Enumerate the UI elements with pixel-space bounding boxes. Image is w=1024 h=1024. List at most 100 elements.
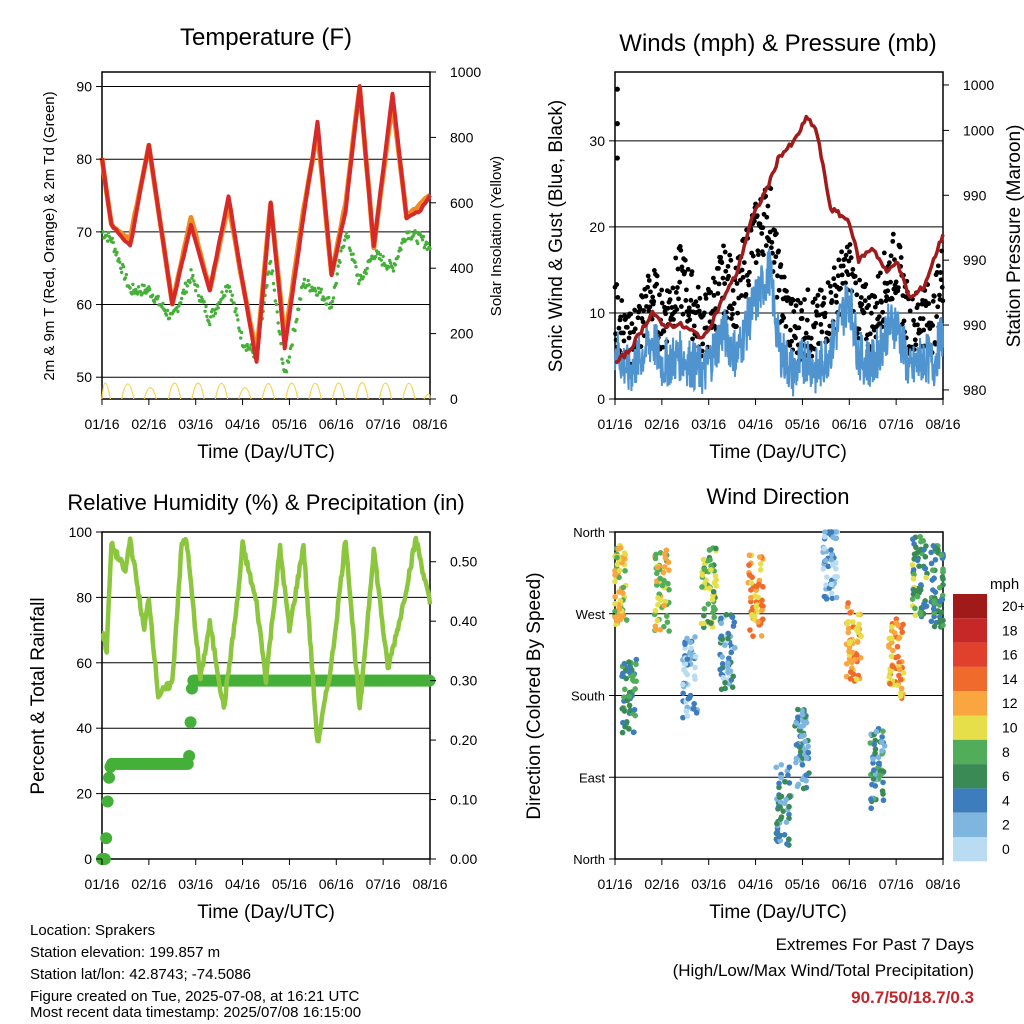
dewpoint-point [428,247,432,251]
gust-point [890,238,896,244]
wind-direction-point [793,759,799,766]
colorbar-label: 6 [1002,768,1010,784]
pressure-ylabel: Station Pressure (Maroon) [1004,125,1024,348]
solar-insolation-arch [167,382,182,400]
wind-direction-point [844,620,851,627]
extremes-subtitle: (High/Low/Max Wind/Total Precipitation) [672,961,974,980]
gust-point [845,272,851,278]
wind-direction-point [626,693,633,700]
y-right-tick-label: 990 [963,317,987,333]
gust-point [776,287,782,293]
gust-point [874,300,880,306]
y-right-tick-label: 0.40 [450,613,477,629]
wind-direction-point [692,653,699,660]
y-right-tick-label: 990 [963,187,987,203]
gust-point [723,268,729,274]
dewpoint-point [142,283,146,288]
wind-direction-point [718,686,725,693]
dewpoint-point [414,230,418,235]
y-tick-label: South [571,689,605,704]
gust-point [821,295,827,301]
wind-direction-point [621,686,628,693]
wind-direction-ylabel: Direction (Colored By Speed) [524,572,545,819]
solar-insolation-arch [378,382,393,400]
gust-point [616,325,622,331]
gust-point [831,276,837,282]
colorbar-label: 0 [1002,841,1010,857]
gust-point [911,318,916,323]
gust-point [667,297,673,303]
dewpoint-point [239,330,244,335]
gust-point [850,267,856,272]
gust-point [818,287,824,293]
gust-point [913,342,919,348]
wind-direction-point [872,750,878,757]
y-tick-label: 20 [589,219,605,235]
wind-direction-point [776,780,782,787]
wind-direction-point [663,613,670,619]
dewpoint-point [128,286,132,290]
dewpoint-point [301,282,306,286]
wind-direction-point [853,651,860,658]
dewpoint-point [156,294,160,299]
wind-direction-point [758,602,765,609]
wind-direction-point [719,660,726,667]
winds-left-ticks: 0 10 20 30 [589,133,615,407]
dewpoint-point [141,291,145,295]
wind-direction-point [700,556,707,563]
dewpoint-point [286,360,291,364]
wind-direction-point [916,563,922,569]
wind-direction-xlabel: Time (Day/UTC) [709,902,847,923]
wind-direction-point [900,669,907,676]
gust-point [671,317,676,322]
colorbar-title: mph [990,576,1019,593]
x-tick-label: 06/16 [319,876,354,892]
wind-direction-point [632,712,638,719]
temperature-right-ticks: 0 200 400 600 800 1000 [430,64,481,407]
dewpoint-point [400,241,404,245]
relative-humidity-line [100,535,433,744]
gust-point [678,304,684,309]
dewpoint-point [244,348,249,352]
gust-point [940,298,946,304]
gust-point [839,272,845,278]
gust-point [676,296,681,302]
dewpoint-point [426,241,430,246]
gust-point [926,301,932,306]
gust-point [847,249,852,255]
x-tick-label: 08/16 [925,416,960,432]
wind-direction-point [682,645,688,651]
wind-direction-point [661,577,667,584]
x-tick-label: 04/16 [738,876,773,892]
wind-direction-point [655,602,661,608]
colorbar-label: 16 [1002,647,1018,663]
dewpoint-point [407,230,412,234]
wind-direction-point [685,695,692,702]
wind-direction-point [773,764,780,771]
gust-point [614,155,620,161]
gust-point [727,252,733,258]
gust-point [712,279,718,285]
gust-point [695,284,701,290]
dewpoint-point [232,301,236,305]
y-right-tick-label: 1000 [963,77,994,93]
colorbar-label: 8 [1002,744,1010,760]
gust-point [674,306,680,312]
dewpoint-point [183,281,188,285]
precipitation-marker [100,832,113,845]
gust-point [688,297,694,303]
dewpoint-point [185,284,189,288]
gust-point [663,311,669,317]
gust-point [872,294,878,300]
solar-insolation-arch [285,382,299,400]
y-tick-label: 80 [76,589,92,605]
x-tick-label: 05/16 [272,876,307,892]
wind-direction-point [911,551,918,557]
solar-insolation-series [101,382,431,400]
wind-direction-point [871,767,877,773]
gust-point [781,315,787,321]
wind-direction-point [717,666,723,673]
colorbar-swatch [953,788,987,813]
solar-insolation-arch [238,386,252,400]
gust-point [645,273,651,279]
